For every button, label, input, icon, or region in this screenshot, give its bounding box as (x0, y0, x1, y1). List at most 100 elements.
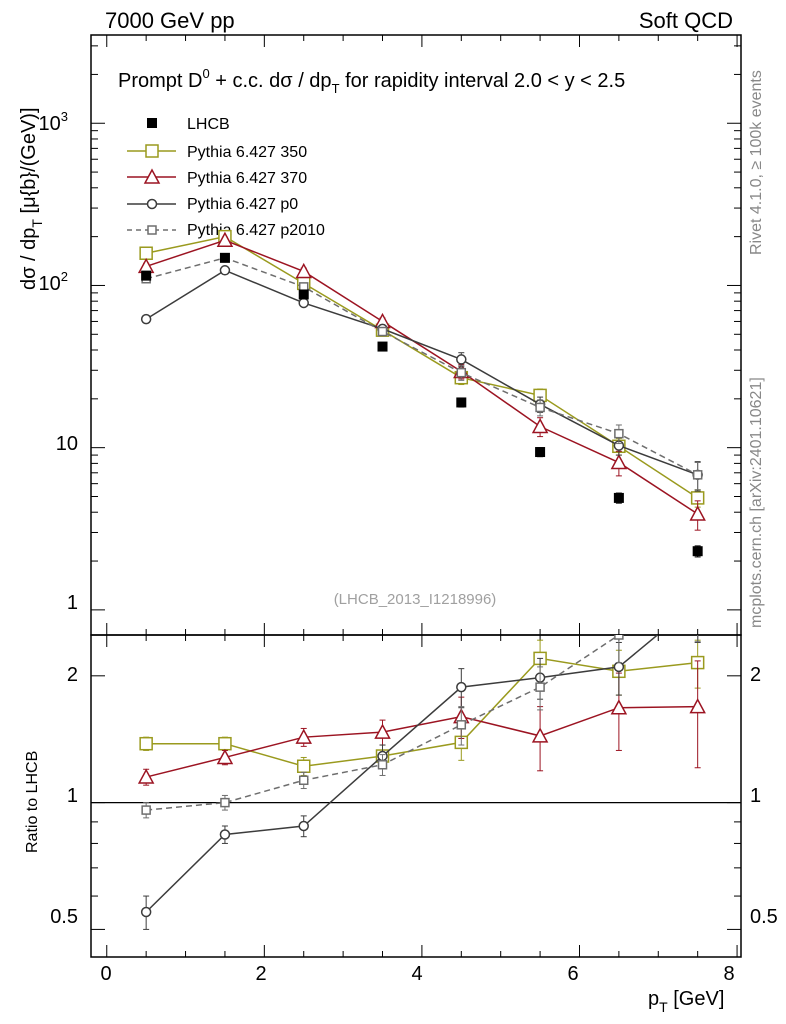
legend-label-p0: Pythia 6.427 p0 (187, 196, 298, 213)
ratio-y-tick-label-2: 2 (67, 664, 78, 686)
point-p370 (137, 768, 155, 784)
point-p350 (139, 246, 153, 260)
x-tick-label-6: 6 (567, 963, 578, 985)
series-line-p2010 (146, 635, 621, 811)
point-p0 (140, 313, 152, 325)
mcplots-reference-label: mcplots.cern.ch [arXiv:2401.10621] (748, 377, 765, 628)
point-p2010 (456, 720, 467, 730)
header-right: Soft QCD (639, 8, 733, 33)
point-p2010 (692, 470, 703, 480)
point-p370 (374, 723, 391, 739)
point-p2010 (694, 600, 702, 608)
ratio-y-tick-label-right-0.5: 0.5 (750, 906, 778, 928)
point-p350 (218, 736, 232, 751)
ratio-y-tick-label-0.5: 0.5 (50, 906, 78, 928)
ratio-layer-clip-group (137, 597, 706, 930)
axis-ticks (91, 35, 741, 957)
point-p370 (689, 698, 706, 714)
point-p0 (693, 597, 702, 606)
series-line-p2010 (145, 257, 699, 476)
point-p370 (689, 505, 706, 521)
point-p0 (613, 661, 625, 673)
point-p2010 (298, 775, 309, 786)
series-line-p370 (145, 705, 698, 778)
point-p2010 (614, 635, 624, 640)
main-y-tick-label-1: 1 (67, 592, 78, 614)
legend-label-p350: Pythia 6.427 350 (187, 144, 307, 161)
ratio-y-tick-label-right-2: 2 (750, 664, 761, 686)
point-p370 (295, 262, 312, 279)
point-data (613, 492, 624, 503)
legend: LHCB Pythia 6.427 350 Pythia 6.427 370 P… (127, 116, 325, 239)
point-p2010 (377, 326, 388, 337)
main-y-tick-label-100: 102 (39, 269, 68, 295)
ratio-y-tick-label-1: 1 (67, 785, 78, 807)
point-p370 (531, 727, 549, 743)
point-p0 (219, 829, 231, 840)
point-p2010 (456, 367, 467, 378)
main-y-tick-label-10: 10 (56, 433, 78, 455)
point-data (141, 270, 152, 281)
legend-marker-lhcb (147, 118, 157, 128)
plot-title: Prompt D0 + c.c. dσ / dpT for rapidity i… (118, 66, 625, 96)
series-line-p0 (145, 635, 659, 913)
point-p370 (216, 231, 234, 247)
legend-marker-p2010 (147, 225, 157, 235)
point-p2010 (535, 402, 545, 413)
point-p0 (298, 820, 309, 832)
series-line-p370 (145, 239, 699, 515)
x-tick-label-0: 0 (100, 963, 111, 985)
main-layer-clip-group (137, 229, 706, 558)
point-p0 (219, 265, 231, 276)
series-data (141, 252, 703, 558)
point-p350 (296, 759, 311, 773)
point-p370 (610, 699, 628, 715)
point-p350 (139, 736, 153, 751)
analysis-id-watermark: (LHCB_2013_I1218996) (334, 591, 497, 608)
point-data (298, 289, 309, 300)
ratio-plot-frame (90, 634, 742, 958)
point-data (692, 546, 703, 557)
series-line-p350 (145, 235, 699, 499)
point-p2010 (535, 682, 545, 692)
legend-label-lhcb: LHCB (187, 116, 230, 133)
series-p370 (137, 231, 706, 531)
point-p2010 (220, 797, 230, 808)
point-p2010 (614, 428, 624, 439)
x-tick-label-8: 8 (723, 963, 734, 985)
header-left: 7000 GeV pp (105, 8, 235, 33)
main-y-tick-label-1000: 103 (39, 109, 68, 135)
series-p370 (137, 660, 706, 786)
legend-label-p2010: Pythia 6.427 p2010 (187, 222, 325, 239)
point-p2010 (141, 805, 151, 815)
legend-marker-p350 (145, 144, 159, 158)
point-p0 (456, 681, 467, 693)
point-p0 (140, 906, 152, 918)
point-p370 (531, 417, 549, 434)
main-y-axis-label: dσ / dpT [μ{b}/(GeV)] (18, 107, 45, 290)
main-plot-series (137, 229, 706, 558)
ratio-y-tick-label-right-1: 1 (750, 785, 761, 807)
legend-label-p370: Pythia 6.427 370 (187, 170, 307, 187)
ratio-y-axis-label: Ratio to LHCB (24, 751, 41, 853)
series-line-p0 (145, 269, 698, 476)
legend-marker-p0 (146, 198, 158, 210)
point-data (219, 252, 230, 263)
point-p370 (137, 257, 155, 274)
point-data (535, 447, 546, 458)
series-p2010 (141, 600, 702, 819)
point-p2010 (377, 759, 388, 770)
point-p370 (610, 453, 628, 470)
x-axis-label: pT [GeV] (648, 988, 724, 1015)
point-p370 (295, 728, 312, 744)
point-p0 (298, 297, 309, 309)
series-p2010 (141, 253, 703, 491)
x-tick-label-4: 4 (411, 963, 422, 985)
point-p0 (456, 354, 467, 365)
rivet-version-label: Rivet 4.1.0, ≥ 100k events (748, 70, 765, 255)
legend-marker-p370 (143, 168, 161, 184)
point-data (456, 397, 467, 408)
x-tick-label-2: 2 (255, 963, 266, 985)
point-data (377, 341, 388, 352)
ratio-plot-series (137, 597, 706, 930)
